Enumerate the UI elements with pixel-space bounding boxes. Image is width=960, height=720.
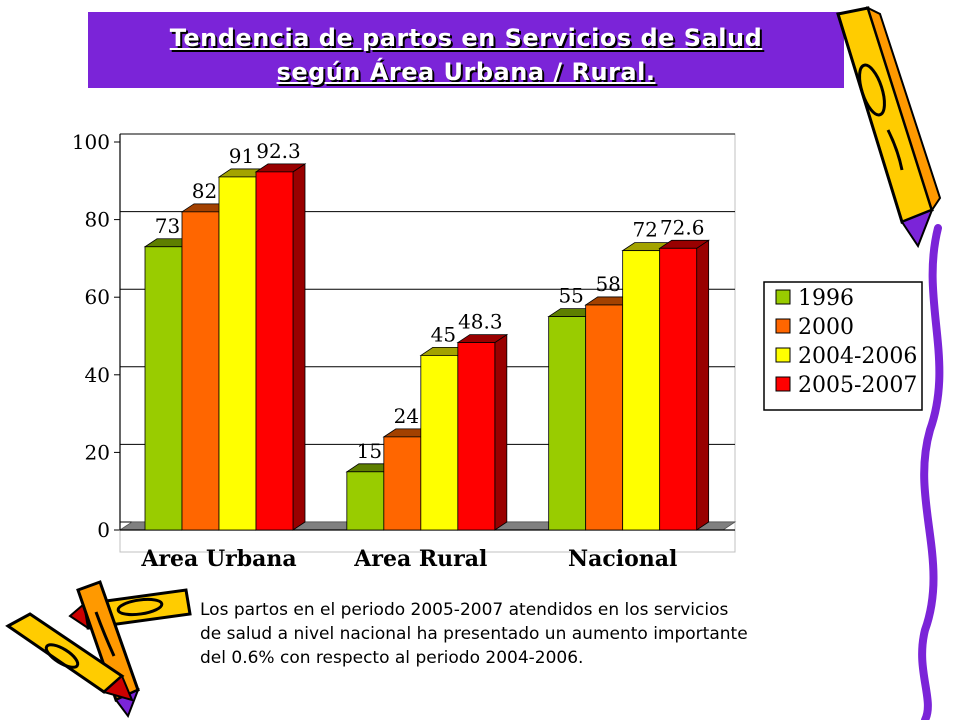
bar <box>384 437 421 530</box>
y-tick-label: 0 <box>97 518 110 542</box>
bar <box>458 343 495 530</box>
caption-text: Los partos en el periodo 2005-2007 atend… <box>200 598 920 670</box>
data-label: 72.6 <box>660 215 705 239</box>
bar <box>421 355 458 530</box>
x-tick-label: Area Rural <box>353 546 487 572</box>
legend-swatch <box>776 377 790 391</box>
legend-label: 2005-2007 <box>798 373 917 398</box>
data-label: 58 <box>595 272 620 296</box>
bar <box>549 317 586 530</box>
legend-label: 1996 <box>798 286 854 311</box>
legend-label: 2000 <box>798 315 854 340</box>
data-label: 73 <box>155 214 180 238</box>
data-label: 24 <box>394 404 419 428</box>
data-label: 72 <box>632 218 657 242</box>
y-tick-label: 100 <box>72 130 110 154</box>
data-label: 55 <box>558 284 583 308</box>
bar <box>145 247 182 530</box>
wavy-line-decoration <box>922 228 939 720</box>
data-label: 91 <box>229 144 254 168</box>
legend-swatch <box>776 348 790 362</box>
bar <box>347 472 384 530</box>
legend: 1996 2000 2004-2006 2005-2007 <box>764 282 922 410</box>
data-label: 48.3 <box>458 310 503 334</box>
plot-area: 0 20 40 60 80 100 73 82 91 92.3 Area Urbana 15 24 454… <box>72 130 735 572</box>
y-tick-label: 60 <box>85 285 110 309</box>
data-label: 82 <box>192 179 217 203</box>
bar-side <box>293 164 305 530</box>
bar <box>586 305 623 530</box>
data-label: 15 <box>357 439 382 463</box>
legend-swatch <box>776 290 790 304</box>
legend-swatch <box>776 319 790 333</box>
x-tick-label: Nacional <box>568 546 677 572</box>
bar-side <box>697 240 709 530</box>
pencil-icon <box>838 8 940 246</box>
bar <box>182 212 219 530</box>
caption-line-1: Los partos en el periodo 2005-2007 atend… <box>200 598 920 622</box>
bar <box>623 251 660 530</box>
data-label: 45 <box>431 322 456 346</box>
bar <box>256 172 293 530</box>
y-tick-label: 20 <box>85 440 110 464</box>
y-tick-label: 80 <box>85 208 110 232</box>
x-tick-label: Area Urbana <box>140 546 296 572</box>
legend-label: 2004-2006 <box>798 344 917 369</box>
bar <box>660 248 697 530</box>
caption-line-2: de salud a nivel nacional ha presentado … <box>200 622 920 646</box>
data-label: 92.3 <box>256 139 301 163</box>
pencils-icon <box>8 582 190 716</box>
y-tick-label: 40 <box>85 363 110 387</box>
caption-line-3: del 0.6% con respecto al periodo 2004-20… <box>200 646 920 670</box>
bar <box>219 177 256 530</box>
bar-side <box>495 335 507 530</box>
